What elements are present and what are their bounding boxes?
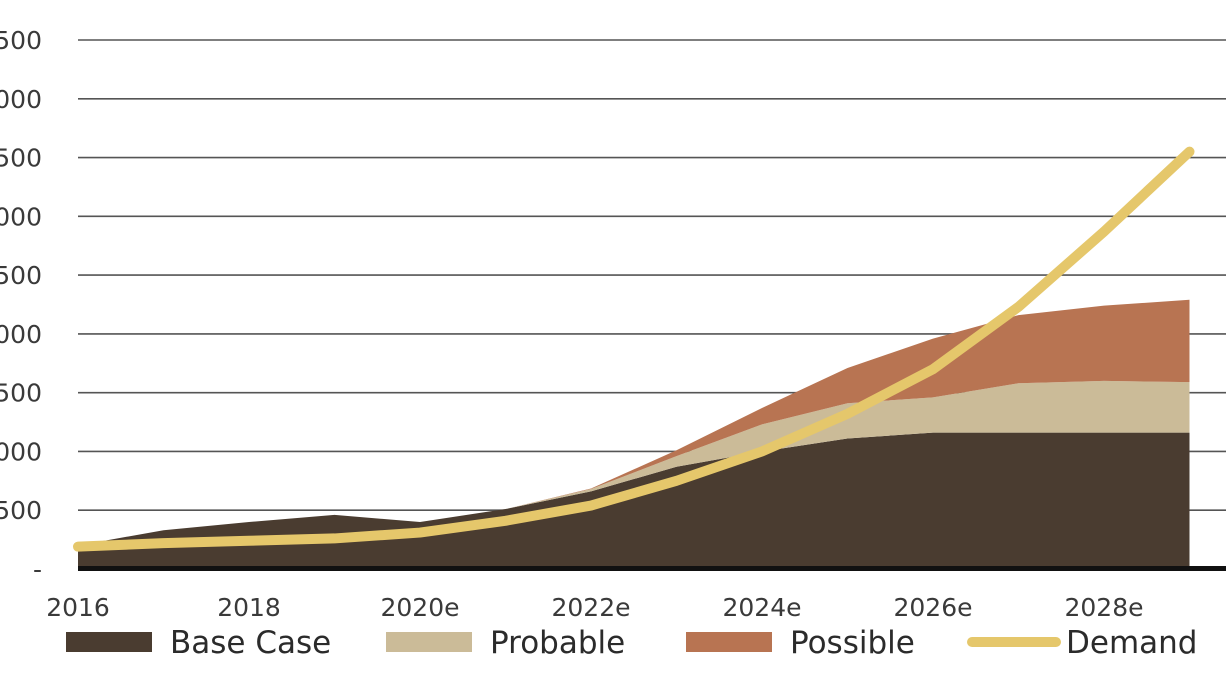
y-tick-label: 500 bbox=[0, 379, 42, 408]
line-demand bbox=[73, 146, 1195, 552]
y-tick-label: 000 bbox=[0, 437, 42, 466]
area-possible bbox=[78, 299, 1190, 546]
legend-swatch-probable bbox=[386, 632, 472, 652]
y-tick-label: 500 bbox=[0, 261, 42, 290]
legend-swatch-possible bbox=[686, 632, 772, 652]
legend-swatch-base-case bbox=[66, 632, 152, 652]
legend-label-possible: Possible bbox=[790, 625, 915, 661]
areas bbox=[78, 299, 1190, 569]
area-probable bbox=[78, 380, 1190, 546]
y-tick-label: 000 bbox=[0, 85, 42, 114]
legend-label-probable: Probable bbox=[490, 625, 625, 661]
y-tick-label: 500 bbox=[0, 26, 42, 55]
y-axis-ticks: - 500 000 500 000 500 000 500 000 500 bbox=[0, 26, 42, 584]
legend: Base Case Probable Possible Demand bbox=[66, 625, 1197, 661]
x-tick-label: 2028e bbox=[1064, 593, 1143, 622]
legend-label-demand: Demand bbox=[1066, 625, 1197, 661]
legend-label-base-case: Base Case bbox=[170, 625, 331, 661]
x-tick-label: 2026e bbox=[893, 593, 972, 622]
y-tick-label: 000 bbox=[0, 202, 42, 231]
y-tick-label: 000 bbox=[0, 320, 42, 349]
area-base-case bbox=[78, 432, 1190, 569]
gridlines bbox=[78, 39, 1226, 512]
y-tick-label: 500 bbox=[0, 144, 42, 173]
x-tick-label: 2016 bbox=[46, 593, 110, 622]
x-axis-ticks: 2016 2018 2020e 2022e 2024e 2026e 2028e bbox=[46, 593, 1143, 622]
lines bbox=[73, 146, 1195, 552]
x-tick-label: 2018 bbox=[217, 593, 281, 622]
x-axis-baseline bbox=[78, 566, 1226, 571]
x-tick-label: 2022e bbox=[551, 593, 630, 622]
x-tick-label: 2020e bbox=[380, 593, 459, 622]
y-tick-label: 500 bbox=[0, 496, 42, 525]
x-tick-label: 2024e bbox=[722, 593, 801, 622]
y-tick-label: - bbox=[33, 555, 42, 584]
